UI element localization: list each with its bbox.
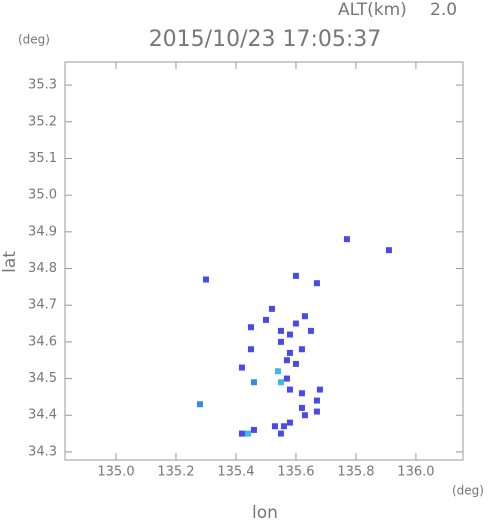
y-tick-label: 35.2 [28,114,57,129]
echo-point [298,404,305,411]
echo-point [298,390,305,397]
y-tick-label: 34.6 [28,334,57,349]
y-tick-label: 34.9 [28,224,57,239]
echo-point [385,247,392,254]
echo-point [271,423,278,430]
y-tick-label: 35.0 [28,188,57,203]
echo-point [283,357,290,364]
alt-value: 2.0 [430,0,457,20]
echo-point [277,327,284,334]
echo-point [262,316,269,323]
y-tick-label: 34.7 [28,298,57,313]
echo-point [268,305,275,312]
echo-point [277,379,284,386]
x-tick-label: 135.6 [277,465,314,480]
plot-frame [64,61,464,461]
echo-point [250,426,257,433]
echo-point [250,379,257,386]
echo-point [316,386,323,393]
echo-point [301,412,308,419]
x-tick-label: 135.8 [337,465,374,480]
echo-point [313,408,320,415]
echo-point [196,401,203,408]
x-label: lon [252,503,278,521]
echo-point [238,430,245,437]
echo-point [202,276,209,283]
chart-title: 2015/10/23 17:05:37 [149,27,382,52]
y-tick-label: 34.3 [28,444,57,459]
echo-point [313,397,320,404]
y-tick-label: 34.8 [28,261,57,276]
echo-point [244,430,251,437]
echo-point [247,346,254,353]
echo-point [343,236,350,243]
x-tick-label: 135.4 [217,465,254,480]
y-tick-label: 35.1 [28,151,57,166]
echo-point [298,346,305,353]
echo-point [313,280,320,287]
y-tick-label: 35.3 [28,78,57,93]
x-tick-label: 136.0 [397,465,434,480]
echo-point [274,368,281,375]
echo-point [307,327,314,334]
x-tick-label: 135.2 [157,465,194,480]
x-unit: (deg) [452,484,484,498]
y-label: lat [0,251,20,273]
echo-point [301,313,308,320]
echo-point [286,331,293,338]
y-tick-label: 34.5 [28,371,57,386]
y-unit: (deg) [18,33,50,47]
alt-label: ALT(km) [338,0,407,20]
echo-point [292,272,299,279]
echo-point [286,419,293,426]
echo-point [238,364,245,371]
y-tick-label: 34.4 [28,408,57,423]
echo-point [292,320,299,327]
echo-point [283,375,290,382]
echo-point [280,423,287,430]
echo-point [247,324,254,331]
echo-point [286,386,293,393]
echo-point [286,349,293,356]
echo-point [277,430,284,437]
echo-point [277,338,284,345]
x-tick-label: 135.0 [97,465,134,480]
echo-point [292,360,299,367]
